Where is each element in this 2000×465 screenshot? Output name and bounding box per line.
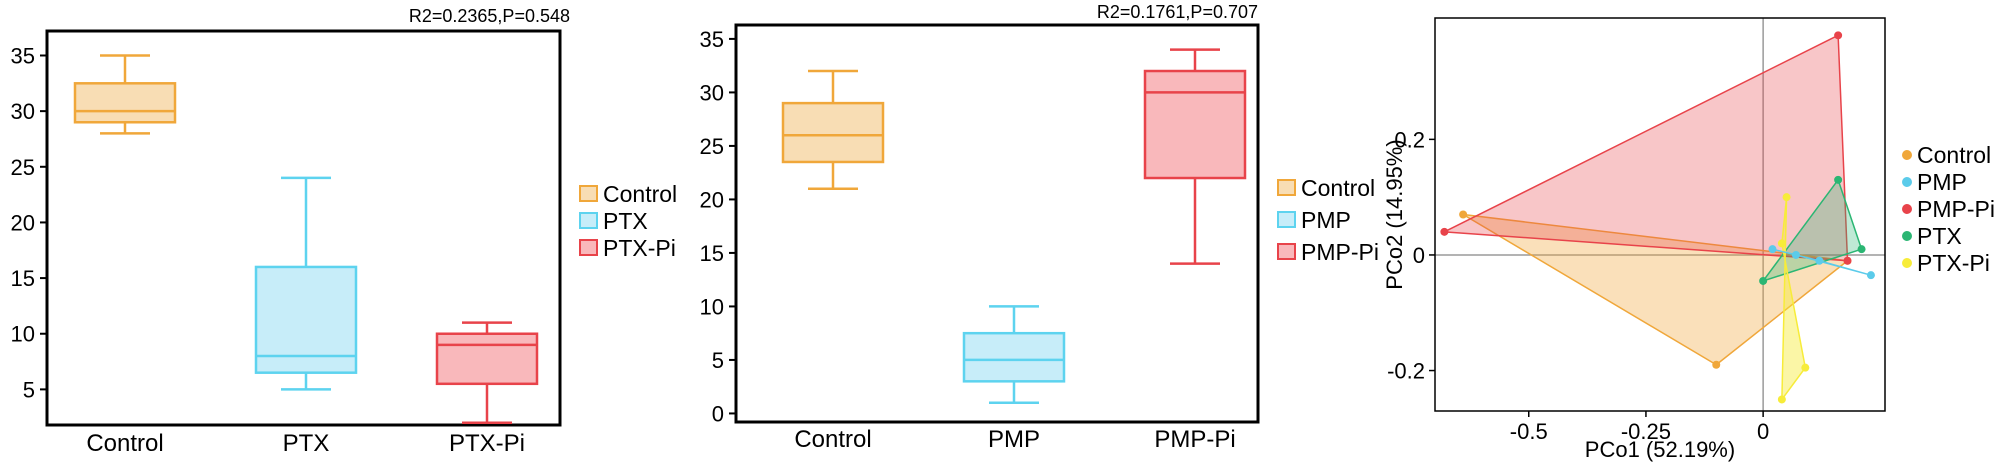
iqr-box	[1143, 69, 1247, 180]
legend-label: PTX-Pi	[1917, 250, 1990, 276]
hull-ptx	[1762, 179, 1863, 282]
x-axis-title: PCo1 (52.19%)	[1585, 437, 1735, 462]
x-category-label: PTX-Pi	[449, 430, 525, 457]
point-ptx-pi	[1782, 193, 1791, 202]
box-control	[73, 54, 177, 135]
point-pmp-pi	[1440, 227, 1449, 236]
y-tick-label: -0.2	[1387, 359, 1425, 384]
point-pmp-pi	[1843, 256, 1852, 265]
legend-swatch	[579, 185, 598, 202]
x-category-label: Control	[86, 430, 163, 457]
iqr-box	[73, 82, 177, 124]
legend-swatch	[579, 239, 598, 256]
point-ptx-pi	[1801, 363, 1810, 372]
legend-marker	[1902, 150, 1912, 160]
point-pmp	[1768, 245, 1777, 254]
point-ptx	[1857, 245, 1866, 254]
y-axis-title: PCo2 (14.95%)	[1382, 139, 1407, 289]
legend-swatch	[1277, 211, 1296, 228]
y-tick-label: 5	[23, 377, 35, 402]
y-tick-label: 20	[700, 187, 724, 212]
legend-swatch	[579, 212, 598, 229]
point-control	[1459, 210, 1468, 219]
x-tick-label: 0	[1757, 419, 1769, 444]
x-category-label: PMP-Pi	[1154, 426, 1235, 453]
x-tick-label: -0.25	[1621, 419, 1671, 444]
x-category-label: PMP	[988, 426, 1040, 453]
box-pmp	[962, 305, 1066, 404]
hull-pmp-pi	[1443, 34, 1849, 262]
legend: Control PMP PMP-Pi	[1277, 175, 1379, 265]
y-tick-label: 30	[700, 80, 724, 105]
point-pmp	[1866, 271, 1875, 280]
iqr-box	[781, 101, 885, 164]
legend-marker	[1902, 231, 1912, 241]
legend-label: Control	[1301, 175, 1375, 201]
y-tick-label: 25	[700, 134, 724, 159]
y-tick-label: 15	[11, 266, 35, 291]
legend-label: PTX-Pi	[603, 235, 676, 261]
point-pmp	[1815, 256, 1824, 265]
box-control	[781, 69, 885, 190]
stat-annotation: R2=0.1761,P=0.707	[1097, 2, 1258, 22]
stat-annotation: R2=0.2365,P=0.548	[409, 6, 570, 26]
box-ptx-pi	[435, 321, 539, 425]
point-ptx-pi	[1777, 239, 1786, 248]
x-category-label: Control	[794, 426, 871, 453]
legend-label: Control	[603, 181, 677, 207]
y-tick-label: 35	[700, 27, 724, 52]
box-pmp-pi	[1143, 48, 1247, 265]
point-ptx	[1759, 276, 1768, 285]
boxplot-panel-pmp: 0 5 10 15 20 25 30 35 Control PMP PMP-Pi R2=0.1761,…	[700, 2, 1379, 453]
y-tick-label: 30	[11, 99, 35, 124]
y-tick-label: 15	[700, 241, 724, 266]
point-ptx	[1834, 175, 1843, 184]
plot-frame	[734, 23, 1260, 424]
y-tick-label: 0.2	[1394, 127, 1425, 152]
iqr-box	[962, 331, 1066, 383]
legend-label: PMP	[1917, 169, 1967, 195]
point-control	[1712, 360, 1721, 369]
y-tick-label: 35	[11, 43, 35, 68]
y-tick-label: 5	[712, 348, 724, 373]
y-tick-label: 10	[11, 322, 35, 347]
x-tick-label: -0.5	[1510, 419, 1548, 444]
y-tick-label: 0	[1413, 243, 1425, 268]
y-tick-label: 20	[11, 210, 35, 235]
legend-swatch	[1277, 179, 1296, 196]
plot-frame	[45, 29, 562, 427]
x-category-label: PTX	[283, 430, 330, 457]
legend-label: PMP	[1301, 207, 1351, 233]
y-tick-label: 0	[712, 401, 724, 426]
point-ptx-pi	[1777, 395, 1786, 404]
plot-frame	[1434, 17, 1886, 412]
y-tick-label: 10	[700, 294, 724, 319]
legend-label: PTX	[1917, 223, 1962, 249]
legend-marker	[1902, 177, 1912, 187]
point-pmp	[1791, 250, 1800, 259]
box-ptx	[254, 176, 358, 391]
iqr-box	[435, 332, 539, 386]
point-pmp-pi	[1834, 31, 1843, 40]
legend-label: PMP-Pi	[1301, 239, 1379, 265]
y-tick-label: 25	[11, 155, 35, 180]
hull-control	[1462, 213, 1849, 366]
legend-marker	[1902, 204, 1912, 214]
pcoa-panel: -0.5 -0.25 0 0.2 0 -0.2 PCo1 (52.19%) PCo2 (14.…	[1382, 17, 1995, 462]
legend-marker	[1902, 258, 1912, 268]
legend-swatch	[1277, 243, 1296, 260]
legend-label: Control	[1917, 142, 1991, 168]
legend-label: PTX	[603, 208, 648, 234]
legend-label: PMP-Pi	[1917, 196, 1995, 222]
